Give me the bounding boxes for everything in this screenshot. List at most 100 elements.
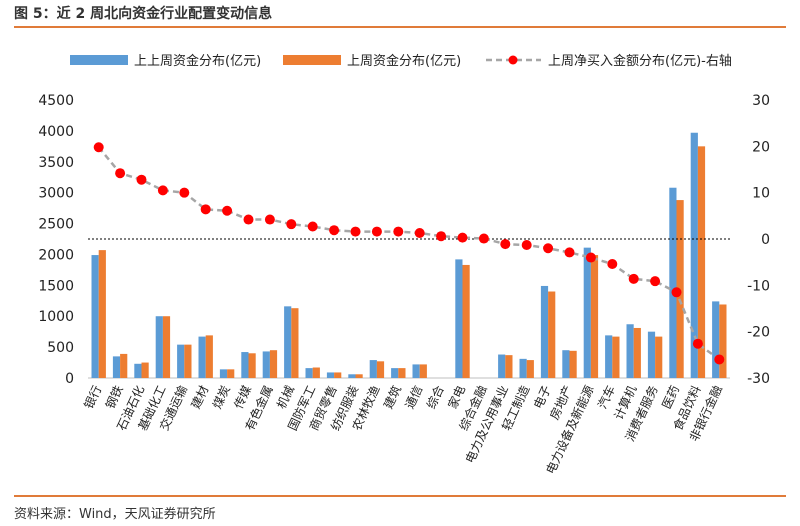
- category-label: 家电: [444, 383, 468, 411]
- net-buy-marker: [222, 205, 233, 216]
- net-buy-marker: [564, 247, 575, 258]
- bar-series1: [455, 259, 463, 378]
- net-buy-marker: [200, 204, 211, 215]
- bar-series1: [348, 374, 356, 378]
- net-buy-marker: [714, 354, 725, 365]
- y-left-tick-label: 4000: [38, 124, 74, 140]
- bar-series2: [291, 308, 299, 378]
- bar-series2: [548, 291, 556, 378]
- net-buy-marker: [329, 225, 340, 236]
- category-label: 汽车: [594, 383, 618, 411]
- y-right-tick-label: -30: [747, 371, 770, 387]
- bar-series2: [526, 360, 534, 378]
- category-label: 建筑: [380, 383, 404, 411]
- category-label: 机械: [273, 383, 297, 411]
- y-left-tick-label: 2000: [38, 247, 74, 263]
- bar-series1: [198, 336, 206, 378]
- net-buy-marker: [350, 226, 361, 237]
- bar-series2: [162, 316, 171, 378]
- y-left-tick-label: 1000: [38, 309, 74, 325]
- net-buy-marker: [478, 233, 489, 244]
- y-right-tick-label: 20: [752, 139, 770, 155]
- y-right-tick-label: -10: [747, 278, 770, 294]
- net-buy-marker: [436, 231, 447, 242]
- bar-series1: [412, 364, 420, 378]
- net-buy-marker: [414, 227, 425, 238]
- net-buy-marker: [607, 259, 618, 270]
- bar-series2: [505, 355, 513, 378]
- top-divider: [14, 26, 786, 28]
- net-buy-marker: [179, 187, 190, 198]
- bar-series1: [241, 352, 249, 378]
- bar-series1: [305, 368, 313, 378]
- y-left-tick-label: 3000: [38, 186, 74, 202]
- bar-series1: [262, 351, 270, 378]
- bar-series1: [690, 132, 698, 378]
- net-buy-marker: [307, 221, 318, 232]
- category-label: 银行: [82, 383, 105, 411]
- net-buy-marker: [692, 338, 703, 349]
- bar-series1: [519, 358, 527, 378]
- bar-series2: [697, 146, 706, 378]
- bar-series2: [355, 374, 363, 378]
- bar-series1: [91, 255, 99, 378]
- bar-series2: [184, 344, 192, 378]
- y-left-tick-label: 1500: [38, 278, 74, 294]
- figure-title: 图 5：近 2 周北向资金行业配置变动信息: [14, 6, 273, 22]
- y-right-tick-label: 30: [752, 93, 770, 109]
- bar-series1: [155, 316, 163, 378]
- net-buy-marker: [243, 214, 254, 225]
- bar-series2: [120, 353, 128, 378]
- bar-series1: [540, 285, 549, 378]
- bar-series1: [647, 331, 656, 378]
- net-buy-marker: [585, 252, 596, 263]
- bar-series1: [669, 187, 677, 378]
- y-left-tick-label: 3500: [38, 155, 74, 171]
- bar-series2: [205, 335, 213, 378]
- legend-swatch-marker: [508, 55, 518, 65]
- y-right-tick-label: 0: [761, 232, 770, 248]
- net-buy-marker: [93, 142, 104, 153]
- net-buy-marker: [671, 287, 682, 298]
- bar-series1: [562, 350, 570, 378]
- bar-series2: [612, 336, 620, 378]
- bar-series1: [284, 306, 292, 378]
- bar-series2: [419, 364, 427, 378]
- bar-series1: [605, 335, 613, 378]
- net-buy-marker: [650, 276, 661, 287]
- y-left-tick-label: 0: [65, 371, 74, 387]
- bar-series2: [334, 372, 342, 378]
- net-buy-marker: [371, 226, 382, 237]
- category-label: 医药: [659, 383, 682, 411]
- y-right-tick-label: 10: [752, 186, 770, 202]
- category-label: 电子: [531, 383, 554, 411]
- bar-series1: [177, 344, 185, 378]
- legend-label-series1: 上上周资金分布(亿元): [134, 53, 261, 69]
- category-label: 钢铁: [103, 383, 126, 411]
- bar-series2: [569, 350, 577, 378]
- bar-series1: [369, 360, 377, 378]
- net-buy-marker: [500, 239, 511, 250]
- bar-series2: [98, 250, 106, 378]
- y-left-tick-label: 4500: [38, 93, 74, 109]
- bar-series2: [248, 353, 256, 378]
- bar-series1: [626, 324, 634, 378]
- net-buy-line: [97, 146, 721, 361]
- bar-series2: [312, 367, 320, 378]
- bar-series1: [583, 247, 591, 378]
- bar-series2: [655, 336, 663, 378]
- net-buy-marker: [543, 243, 554, 254]
- bar-series2: [633, 327, 641, 378]
- bar-series1: [134, 363, 142, 378]
- bottom-divider: [14, 495, 786, 497]
- net-buy-marker: [628, 273, 639, 284]
- bar-series2: [269, 350, 278, 378]
- net-buy-marker: [457, 232, 468, 243]
- bar-series2: [462, 264, 470, 378]
- bar-series2: [141, 362, 149, 378]
- net-buy-marker: [286, 219, 297, 230]
- bar-series2: [227, 369, 235, 378]
- net-buy-marker: [393, 226, 404, 237]
- category-label: 综合: [423, 383, 447, 411]
- y-left-tick-label: 2500: [38, 217, 74, 233]
